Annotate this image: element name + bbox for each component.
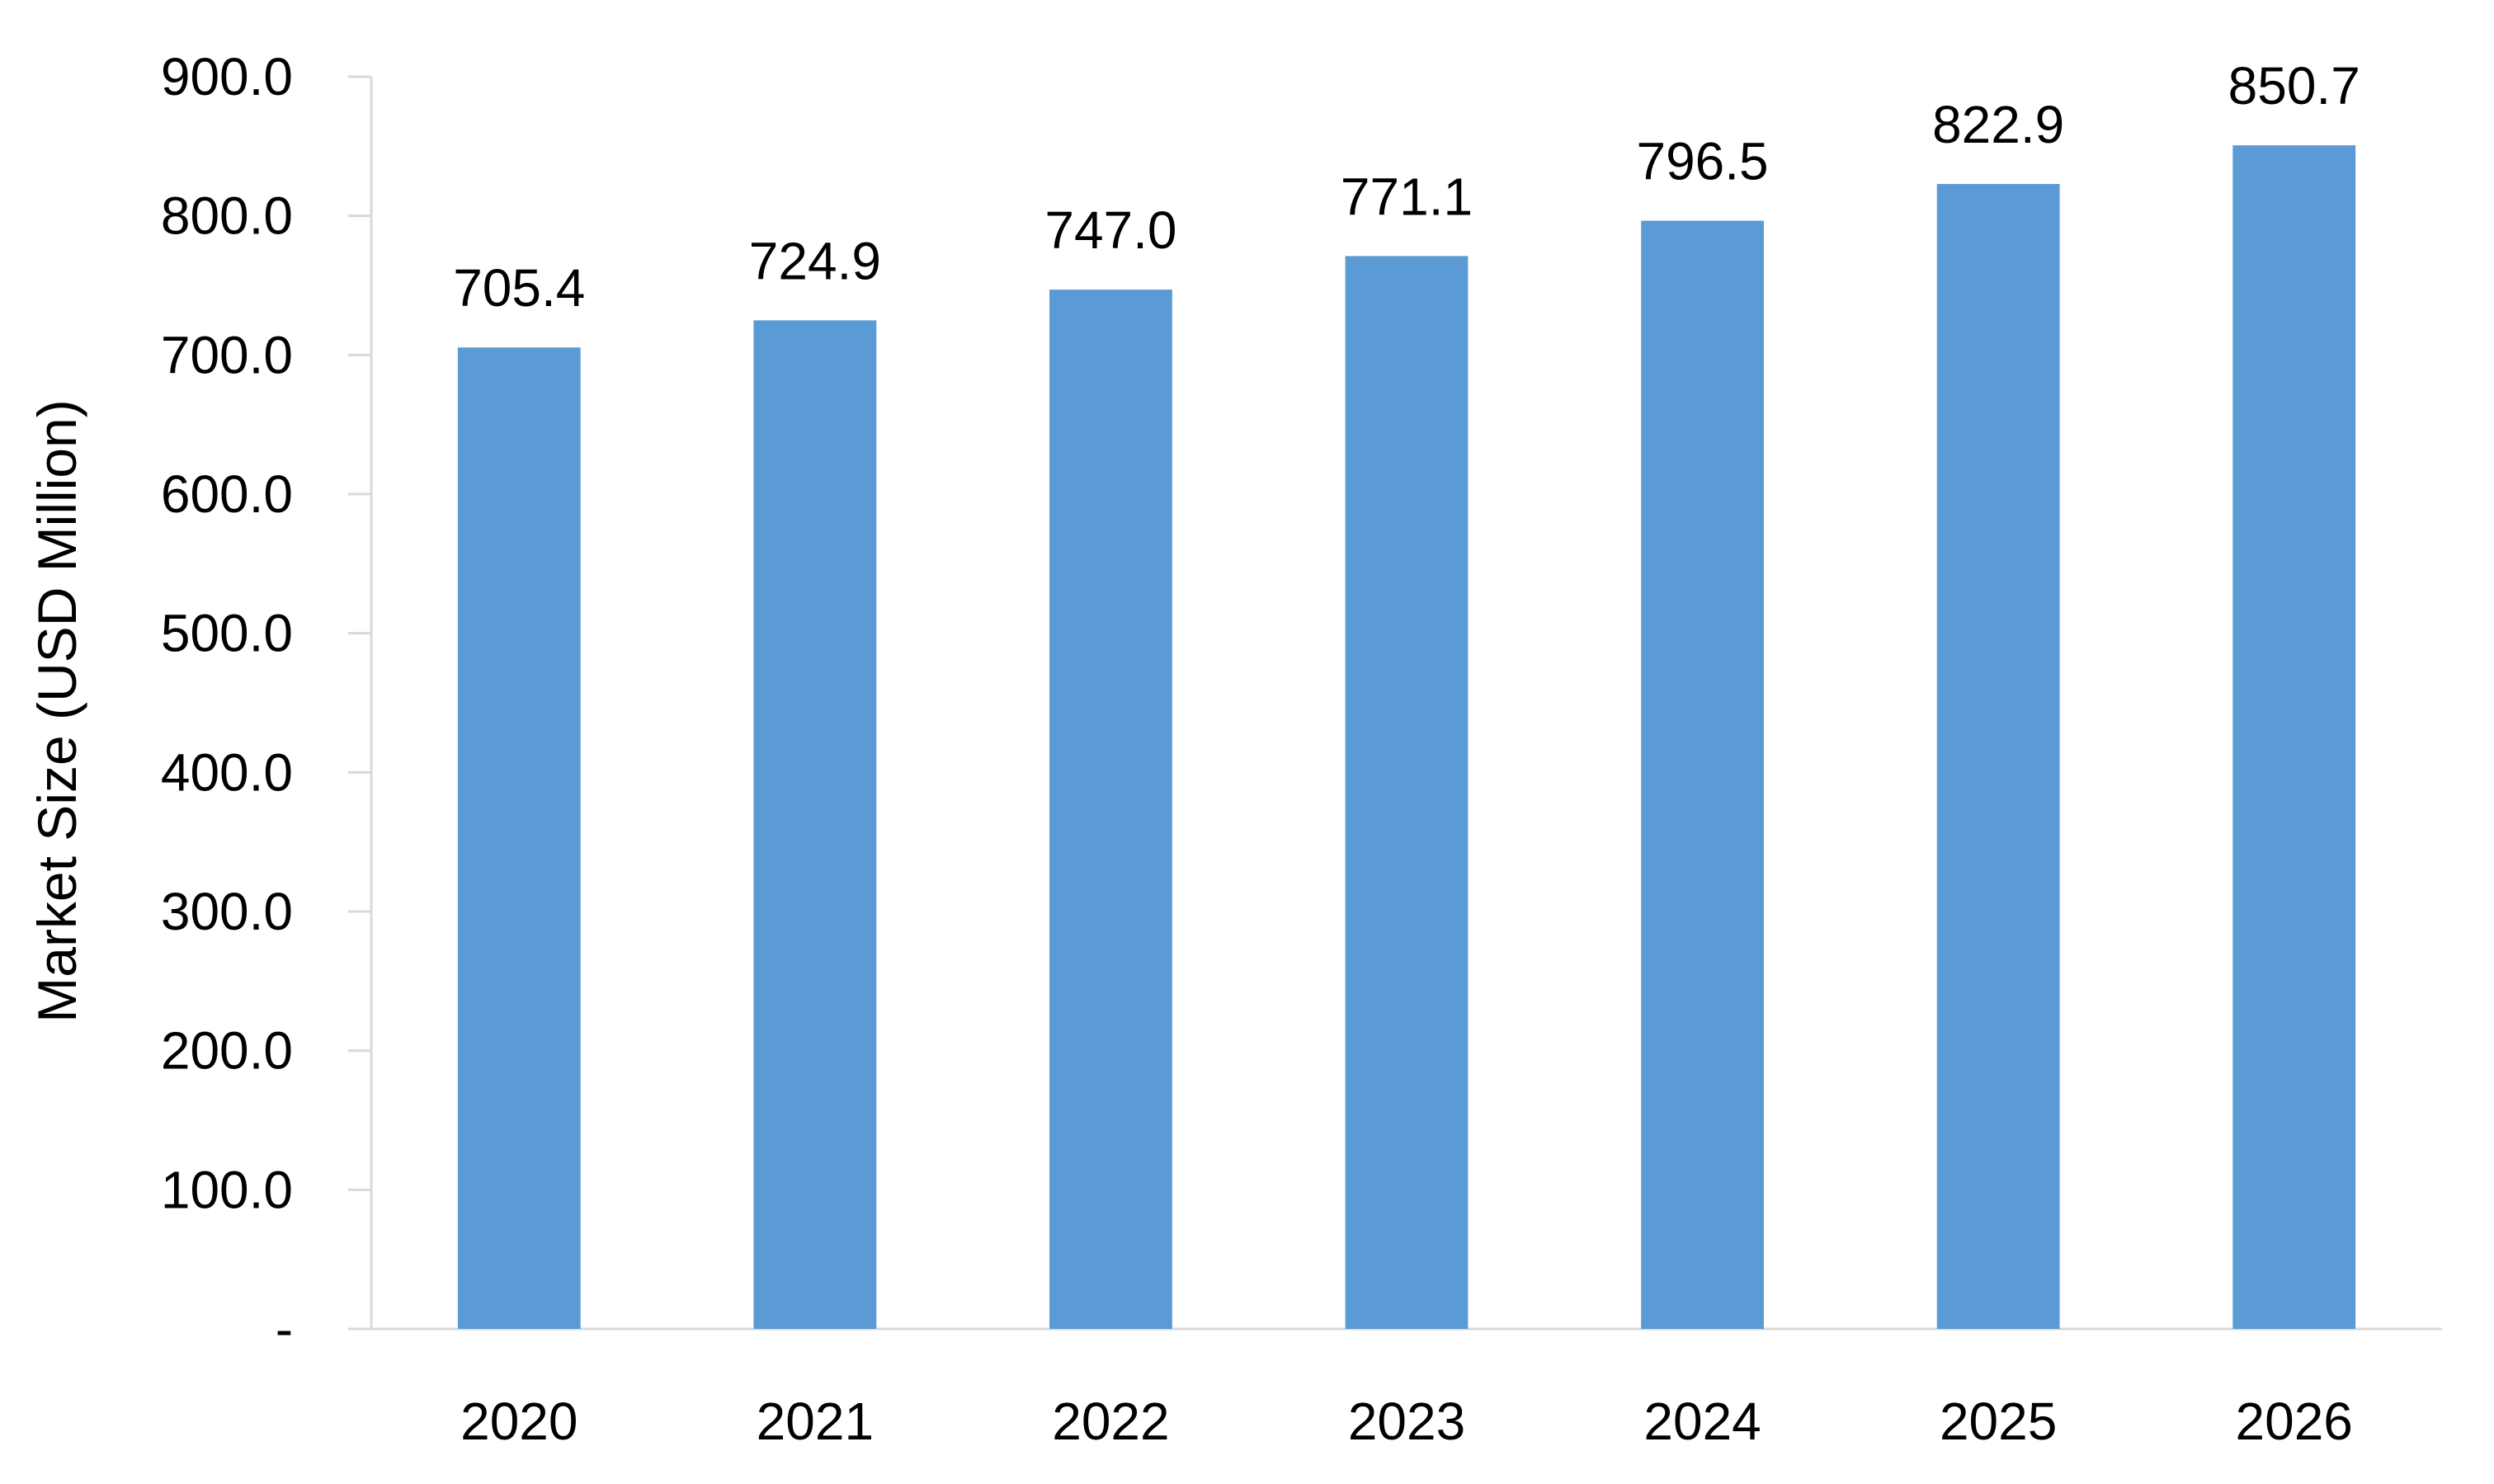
y-axis-title: Market Size (USD Million) bbox=[26, 399, 87, 1022]
bar-2023 bbox=[1345, 256, 1469, 1329]
y-tick-label: 400.0 bbox=[161, 742, 293, 802]
data-label-2023: 771.1 bbox=[1341, 167, 1473, 226]
y-tick-label: 600.0 bbox=[161, 464, 293, 524]
bar-2026 bbox=[2232, 145, 2356, 1329]
bar-2021 bbox=[753, 320, 877, 1329]
y-tick-label: 300.0 bbox=[161, 882, 293, 941]
y-tick-label: 100.0 bbox=[161, 1160, 293, 1219]
x-tick-label-2026: 2026 bbox=[2236, 1392, 2353, 1451]
y-tick-label: 700.0 bbox=[161, 325, 293, 384]
data-label-2024: 796.5 bbox=[1636, 132, 1768, 191]
x-axis: 2020 2021 2022 2023 2024 2025 2026 bbox=[348, 1327, 2442, 1451]
data-label-2025: 822.9 bbox=[1932, 95, 2064, 154]
bar-2025 bbox=[1936, 184, 2060, 1330]
x-tick-label-2021: 2021 bbox=[757, 1392, 874, 1451]
y-tick-label: 800.0 bbox=[161, 186, 293, 246]
data-label-2022: 747.0 bbox=[1044, 200, 1176, 260]
data-labels: 705.4 724.9 747.0 771.1 796.5 822.9 850.7 bbox=[453, 56, 2360, 318]
bars bbox=[457, 145, 2356, 1330]
y-axis: - 100.0 200.0 300.0 400.0 500.0 600.0 700.0 800.… bbox=[161, 47, 373, 1359]
bar-2024 bbox=[1641, 220, 1764, 1329]
x-tick-label-2025: 2025 bbox=[1940, 1392, 2057, 1451]
y-tick-label: 900.0 bbox=[161, 47, 293, 106]
data-label-2020: 705.4 bbox=[453, 258, 585, 318]
bar-2020 bbox=[457, 347, 581, 1329]
data-label-2021: 724.9 bbox=[749, 231, 881, 290]
x-tick-label-2022: 2022 bbox=[1052, 1392, 1169, 1451]
y-tick-label: 500.0 bbox=[161, 604, 293, 663]
x-tick-label-2023: 2023 bbox=[1348, 1392, 1465, 1451]
bar-2022 bbox=[1049, 290, 1172, 1329]
x-tick-label-2024: 2024 bbox=[1643, 1392, 1761, 1451]
y-tick-label: 200.0 bbox=[161, 1021, 293, 1081]
x-tick-label-2020: 2020 bbox=[460, 1392, 578, 1451]
y-tick-label: - bbox=[276, 1299, 293, 1359]
data-label-2026: 850.7 bbox=[2228, 56, 2360, 115]
